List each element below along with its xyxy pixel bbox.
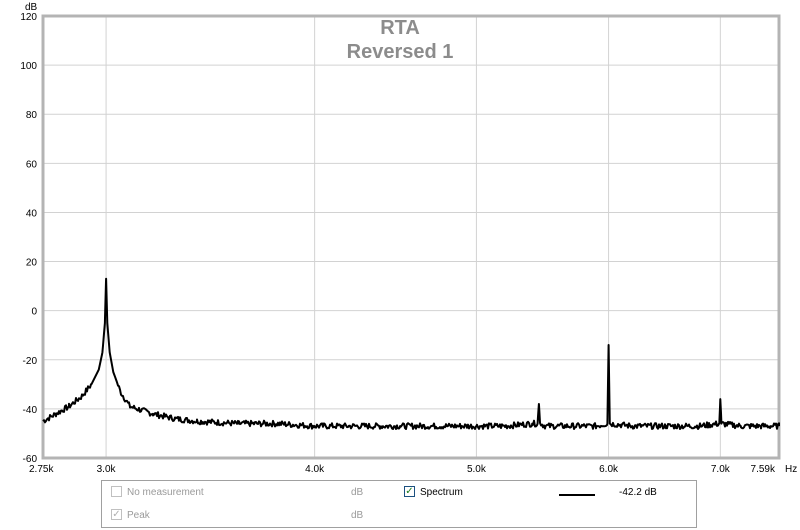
y-tick-label: 100 xyxy=(20,61,37,72)
no-measurement-label: No measurement xyxy=(127,487,204,498)
x-tick-label: 6.0k xyxy=(599,464,619,475)
peak-unit: dB xyxy=(351,510,364,521)
y-tick-label: 120 xyxy=(20,12,37,23)
chart-title: RTA xyxy=(380,17,420,39)
y-tick-label: 60 xyxy=(26,159,38,170)
x-tick-label: 5.0k xyxy=(467,464,487,475)
x-axis-unit: Hz xyxy=(785,464,797,475)
y-tick-label: 80 xyxy=(26,110,38,121)
spectrum-value: -42.2 dB xyxy=(619,487,657,498)
y-tick-label: 20 xyxy=(26,258,38,269)
legend-row-no-measurement: No measurement dB ✓ Spectrum -42.2 dB xyxy=(102,483,696,503)
legend-panel: No measurement dB ✓ Spectrum -42.2 dB ✓ … xyxy=(101,480,697,528)
y-tick-label: -40 xyxy=(23,405,38,416)
x-tick-label: 3.0k xyxy=(97,464,117,475)
y-tick-label: 0 xyxy=(31,307,37,318)
spectrum-label: Spectrum xyxy=(420,487,463,498)
grid-lines xyxy=(43,16,779,458)
spectrum-line-swatch xyxy=(559,494,595,496)
rta-chart: RTA Reversed 1 dB Hz 120 100 80 60 40 20 0 -20 -… xyxy=(20,2,797,475)
plot-frame xyxy=(41,14,781,460)
y-axis-unit: dB xyxy=(25,2,38,13)
peak-label: Peak xyxy=(127,510,150,521)
x-tick-label: 7.59k xyxy=(751,464,776,475)
chart-subtitle: Reversed 1 xyxy=(347,41,454,63)
peak-checkbox[interactable]: ✓ xyxy=(111,509,122,520)
legend-row-peak: ✓ Peak dB xyxy=(102,506,696,526)
y-tick-label: -60 xyxy=(23,454,38,465)
x-tick-label: 4.0k xyxy=(305,464,325,475)
no-measurement-checkbox[interactable] xyxy=(111,486,122,497)
no-measurement-unit: dB xyxy=(351,487,364,498)
spectrum-checkbox[interactable]: ✓ xyxy=(404,486,415,497)
y-tick-label: 40 xyxy=(26,208,38,219)
spectrum-trace xyxy=(42,277,780,430)
y-tick-label: -20 xyxy=(23,356,38,367)
x-tick-label: 2.75k xyxy=(29,464,54,475)
x-tick-label: 7.0k xyxy=(711,464,731,475)
